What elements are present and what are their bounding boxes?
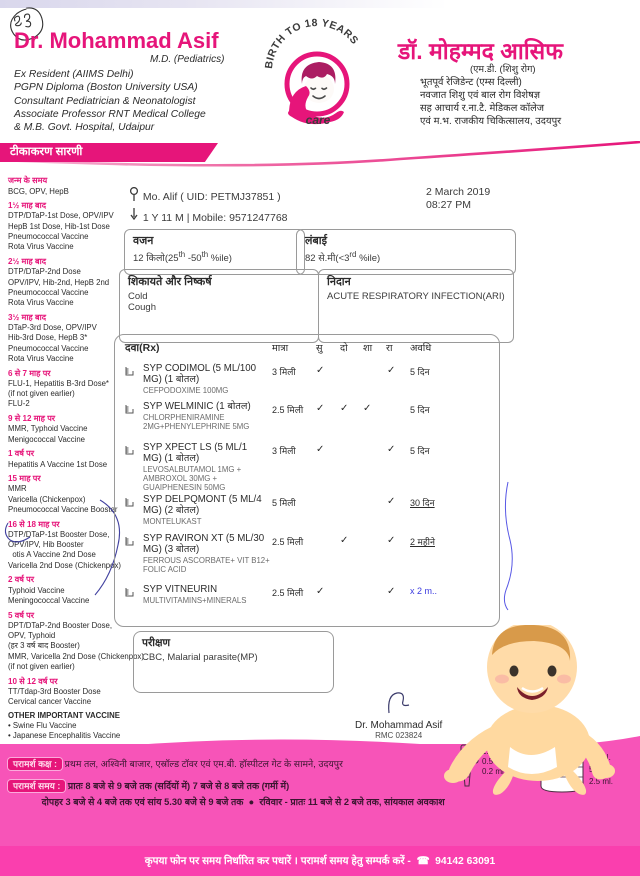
svg-text:care: care <box>306 113 331 126</box>
svg-text:BIRTH TO 18 YEARS: BIRTH TO 18 YEARS <box>263 17 361 70</box>
